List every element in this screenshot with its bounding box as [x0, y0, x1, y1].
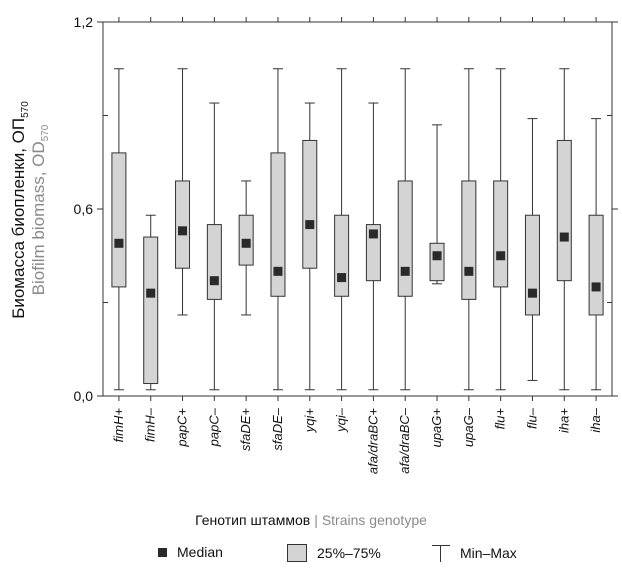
median-marker [591, 282, 601, 292]
category-label: upaG+ [429, 408, 444, 448]
median-marker [400, 266, 410, 276]
box-papC– [206, 102, 222, 391]
y-axis-label-ru: Биомасса биопленки, ОП570 [9, 101, 31, 319]
box-yqi+ [302, 102, 318, 391]
median-marker [178, 226, 188, 236]
iqr-box [111, 152, 127, 288]
legend-label-median: Median [177, 544, 223, 560]
category-label: sfaDE– [270, 407, 285, 450]
x-axis-title-en: Strains genotype [321, 512, 427, 528]
iqr-box [270, 152, 286, 297]
category-label: fimH+ [111, 408, 126, 443]
median-marker [305, 220, 315, 230]
legend-item-range: Min–Max [432, 544, 517, 562]
box-fimH– [143, 214, 159, 391]
box-sfaDE– [270, 68, 286, 391]
box-flu– [524, 118, 540, 381]
legend-label-range: Min–Max [460, 545, 517, 561]
y-tick-label: 0,6 [74, 201, 94, 217]
category-label: flu+ [493, 408, 508, 430]
median-marker [527, 288, 537, 298]
category-label: papC+ [175, 408, 190, 448]
category-label: sfaDE+ [238, 408, 253, 451]
category-label: afa/draBC+ [365, 408, 380, 475]
box-sfaDE+ [238, 180, 254, 316]
y-tick-label: 1,2 [74, 14, 94, 30]
median-marker [273, 266, 283, 276]
median-marker [464, 266, 474, 276]
iqr-box [429, 242, 445, 282]
median-marker-icon [158, 547, 167, 557]
iqr-box [461, 180, 477, 300]
median-marker [368, 229, 378, 239]
median-marker [432, 251, 442, 261]
legend-label-iqr: 25%–75% [317, 545, 381, 561]
iqr-box [397, 180, 413, 297]
y-axis-label-en: Biofilm biomass, OD570 [29, 124, 51, 295]
median-marker [496, 251, 506, 261]
x-axis-title: Генотип штаммов | Strains genotype [0, 512, 622, 528]
box-yqi– [334, 68, 350, 391]
category-label: upaG– [461, 407, 476, 447]
category-label: yqi+ [302, 408, 317, 434]
iqr-box [556, 139, 572, 282]
legend-item-iqr: 25%–75% [287, 544, 381, 562]
iqr-box [175, 180, 191, 269]
box-fimH+ [111, 68, 127, 391]
iqr-box [302, 139, 318, 269]
median-marker [241, 238, 251, 248]
axes: 0,0 0,6 1,2 [74, 14, 618, 404]
box-upaG– [461, 68, 477, 391]
median-marker [559, 232, 569, 242]
x-axis-title-separator: | [314, 512, 318, 528]
category-label: fimH– [143, 407, 158, 442]
box-papC+ [175, 68, 191, 316]
category-label: afa/draBC– [397, 407, 412, 474]
median-marker [114, 238, 124, 248]
iqr-box [493, 180, 509, 288]
boxplot-chart: 0,0 0,6 1,2 fimH+ fimH– papC+ papC– sfaDE+ sfaD… [9, 14, 618, 474]
boxes [111, 68, 604, 391]
category-labels: fimH+ fimH– papC+ papC– sfaDE+ sfaDE– yqi+ yqi–… [111, 407, 603, 474]
median-marker [146, 288, 156, 298]
box-iha– [588, 118, 604, 391]
box-flu+ [493, 68, 509, 391]
box-iha+ [556, 68, 572, 391]
category-label: iha+ [556, 408, 571, 433]
iqr-box [143, 236, 159, 385]
box-upaG+ [429, 124, 445, 285]
median-marker [209, 276, 219, 286]
category-label: yqi– [334, 407, 349, 433]
iqr-box [588, 214, 604, 316]
iqr-box [524, 214, 540, 316]
y-tick-label: 0,0 [74, 388, 94, 404]
legend: Median 25%–75% Min–Max [0, 544, 622, 566]
median-marker [337, 273, 347, 283]
box-afa/draBC+ [365, 102, 381, 391]
legend-item-median: Median [158, 544, 223, 560]
category-label: iha– [588, 407, 603, 432]
iqr-box [334, 214, 350, 297]
x-axis-title-ru: Генотип штаммов [195, 512, 311, 528]
iqr-box [365, 224, 381, 282]
whisker-icon [432, 544, 450, 562]
category-label: papC– [206, 407, 221, 447]
category-label: flu– [524, 407, 539, 429]
iqr-box-icon [287, 544, 307, 562]
iqr-box [206, 224, 222, 300]
box-afa/draBC– [397, 68, 413, 391]
